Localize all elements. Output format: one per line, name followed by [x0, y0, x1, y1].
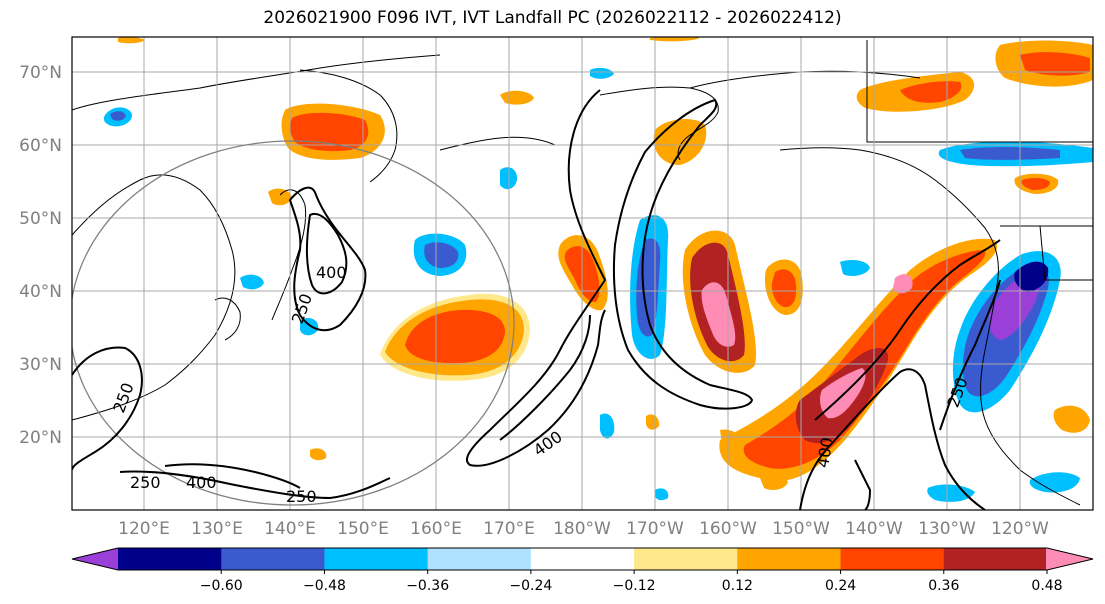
- boundaries: [866, 40, 1093, 281]
- lon-label: 130°W: [918, 519, 976, 539]
- colorbar-extend-min: [72, 548, 119, 570]
- colorbar-tick-label: 0.36: [928, 578, 959, 594]
- lat-label: 70°N: [19, 63, 62, 83]
- lon-label: 150°W: [772, 519, 830, 539]
- map-frame: [71, 36, 1094, 511]
- lat-label: 60°N: [19, 136, 62, 156]
- colorbar-segment: [324, 548, 429, 570]
- lat-label: 30°N: [19, 355, 62, 375]
- lon-label: 120°E: [118, 519, 170, 539]
- lat-label: 20°N: [19, 428, 62, 448]
- colorbar-tick-label: 0.12: [722, 578, 753, 594]
- colorbar-tick-label: 0.24: [825, 578, 856, 594]
- colorbar-segment: [221, 548, 326, 570]
- colorbar-extend-max: [1046, 548, 1093, 570]
- lon-label: 180°W: [553, 519, 611, 539]
- colorbar-segment: [840, 548, 945, 570]
- contour-label: 400: [186, 473, 217, 492]
- colorbar-segment: [737, 548, 842, 570]
- ivt-contours: [72, 89, 1001, 510]
- colorbar-segment: [427, 548, 532, 570]
- range-circle: [72, 140, 515, 506]
- colorbar-tick-label: −0.12: [613, 578, 656, 594]
- colorbar-segment: [634, 548, 738, 570]
- colorbar: −0.60 −0.48 −0.36 −0.24 −0.12 0.12 0.24 0.36 0.4…: [71, 547, 1094, 594]
- contour-label: 250: [130, 473, 161, 492]
- coastlines: [72, 54, 1081, 506]
- lon-label: 150°E: [337, 519, 389, 539]
- lat-label: 40°N: [19, 282, 62, 302]
- lat-label: 50°N: [19, 209, 62, 229]
- contour-label: 400: [316, 263, 347, 282]
- lon-label: 170°E: [483, 519, 535, 539]
- latitude-labels: 70°N 60°N 50°N 40°N 30°N 20°N: [19, 63, 62, 448]
- contour-label: 250: [286, 487, 317, 506]
- lon-label: 170°W: [626, 519, 684, 539]
- lon-label: 130°E: [191, 519, 243, 539]
- colorbar-tick-label: −0.36: [406, 578, 449, 594]
- gridlines: [72, 37, 1093, 510]
- contour-labels: 400 250 250 400 250 250 400 400 250: [109, 263, 971, 506]
- lon-label: 140°E: [264, 519, 316, 539]
- lon-label: 160°W: [699, 519, 757, 539]
- colorbar-outline: [71, 547, 1094, 571]
- map-title: 2026021900 F096 IVT, IVT Landfall PC (20…: [263, 8, 842, 28]
- colorbar-segment: [118, 548, 222, 570]
- colorbar-segment: [943, 548, 1048, 570]
- lon-label: 140°W: [845, 519, 903, 539]
- colorbar-tick-label: −0.60: [200, 578, 243, 594]
- lon-label: 120°W: [991, 519, 1049, 539]
- colorbar-segment: [530, 548, 635, 570]
- colorbar-tick-label: −0.24: [509, 578, 552, 594]
- longitude-labels: 120°E 130°E 140°E 150°E 160°E 170°E 180°…: [118, 519, 1049, 539]
- colorbar-tick-label: 0.48: [1031, 578, 1062, 594]
- lon-label: 160°E: [410, 519, 462, 539]
- colorbar-tick-label: −0.48: [303, 578, 346, 594]
